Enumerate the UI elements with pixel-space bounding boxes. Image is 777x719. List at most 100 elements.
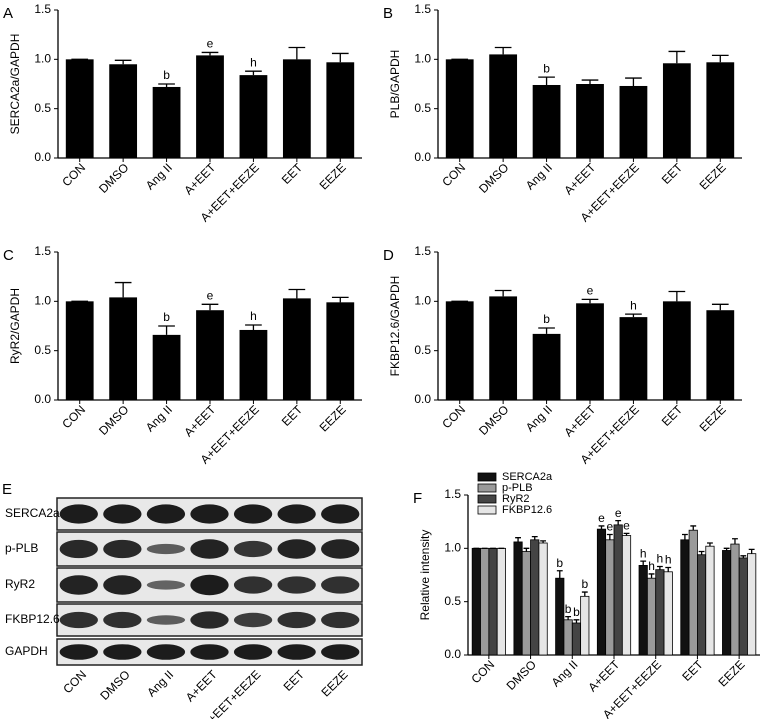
- legend-swatch: [477, 505, 497, 515]
- blot-band: [190, 644, 229, 660]
- blot-band: [277, 576, 316, 594]
- x-tick-label: CON: [439, 160, 468, 189]
- blot-band: [59, 575, 98, 595]
- x-tick-label: A+EET: [561, 402, 598, 439]
- bar: [705, 545, 715, 656]
- blot-band: [190, 611, 229, 629]
- y-axis-label: SERCA2a/GAPDH: [8, 34, 22, 135]
- error-bar: [114, 59, 132, 65]
- significance-label: h: [657, 552, 664, 566]
- error-bar: [615, 519, 622, 525]
- bar: [513, 541, 523, 656]
- error-bar: [707, 542, 713, 547]
- x-tick-label: A+EET: [181, 402, 218, 439]
- x-tick-label: CON: [439, 402, 468, 431]
- x-tick-label: A+EET: [585, 657, 622, 694]
- bar: [532, 333, 561, 400]
- significance-label: b: [543, 312, 550, 326]
- bar: [722, 550, 732, 656]
- bar: [489, 296, 518, 400]
- blot-band: [146, 615, 186, 625]
- blot-band: [59, 539, 98, 559]
- error-bar: [598, 525, 605, 530]
- blot-row-label: SERCA2a: [5, 506, 60, 520]
- bar: [471, 547, 481, 656]
- x-tick-label: EET: [279, 402, 306, 429]
- bar: [747, 553, 757, 656]
- x-tick-label: CON: [59, 160, 88, 189]
- bar: [605, 539, 615, 656]
- bar: [521, 551, 531, 656]
- bar: [196, 310, 224, 400]
- error-bar: [114, 281, 132, 298]
- blot-lane-label: DMSO: [97, 667, 132, 702]
- error-bar: [158, 83, 175, 87]
- legend-label: FKBP12.6: [502, 504, 552, 516]
- significance-label: e: [623, 519, 630, 533]
- blot-row-label: p-PLB: [5, 541, 38, 555]
- error-bar: [711, 303, 729, 311]
- error-bar: [581, 79, 599, 84]
- x-tick-label: DMSO: [96, 402, 131, 437]
- blot-band: [321, 576, 360, 594]
- bar: [109, 297, 138, 400]
- bar: [621, 535, 632, 656]
- y-tick-label: 0.5: [444, 594, 461, 608]
- significance-label: h: [648, 559, 655, 573]
- error-bar: [245, 70, 262, 76]
- blot-row-label: GAPDH: [5, 644, 48, 658]
- bar: [563, 619, 573, 656]
- blot-band: [103, 644, 142, 660]
- legend-swatch: [477, 494, 497, 504]
- significance-label: b: [556, 556, 563, 570]
- significance-label: b: [163, 68, 170, 82]
- significance-label: e: [207, 37, 214, 51]
- blot-band: [321, 611, 360, 629]
- significance-label: b: [565, 602, 572, 616]
- error-bar: [331, 296, 349, 303]
- legend-swatch: [477, 483, 497, 493]
- bar: [152, 334, 181, 400]
- blot-band: [321, 539, 360, 559]
- blot-band: [190, 539, 229, 559]
- significance-label: b: [581, 577, 588, 591]
- bar: [662, 63, 691, 158]
- y-tick-label: 1.0: [414, 294, 431, 308]
- error-bar: [288, 46, 306, 60]
- bar: [555, 577, 565, 656]
- panel-label: C: [3, 247, 14, 264]
- blot-band: [277, 504, 316, 524]
- error-bar: [625, 313, 642, 318]
- bar: [596, 528, 607, 656]
- x-tick-label: EEZE: [715, 657, 747, 689]
- blot-lane-label: EET: [281, 667, 308, 694]
- bar: [152, 86, 181, 158]
- significance-label: h: [250, 309, 257, 323]
- blot-lane-label: CON: [60, 667, 89, 696]
- y-tick-label: 0.0: [34, 150, 51, 164]
- error-bar: [640, 560, 647, 566]
- bar: [239, 329, 268, 400]
- bar: [282, 59, 311, 159]
- bar: [638, 565, 648, 656]
- x-tick-label: EEZE: [697, 160, 729, 192]
- y-tick-label: 1.5: [34, 244, 51, 258]
- error-bar: [648, 573, 655, 579]
- x-tick-label: EET: [279, 160, 306, 187]
- error-bar: [681, 533, 688, 540]
- bar: [576, 84, 604, 158]
- y-tick-label: 1.0: [34, 52, 51, 66]
- bar: [576, 303, 604, 400]
- error-bar: [201, 51, 219, 56]
- blot-band: [277, 644, 316, 660]
- blot-band: [321, 504, 360, 524]
- bar: [571, 622, 582, 656]
- x-tick-label: Ang II: [523, 402, 555, 434]
- x-tick-label: EET: [659, 160, 686, 187]
- error-bar: [494, 289, 512, 297]
- y-tick-label: 1.5: [444, 487, 461, 501]
- bar: [655, 569, 665, 656]
- bar: [619, 85, 648, 158]
- x-tick-label: Ang II: [549, 657, 581, 689]
- blot-band: [190, 504, 229, 524]
